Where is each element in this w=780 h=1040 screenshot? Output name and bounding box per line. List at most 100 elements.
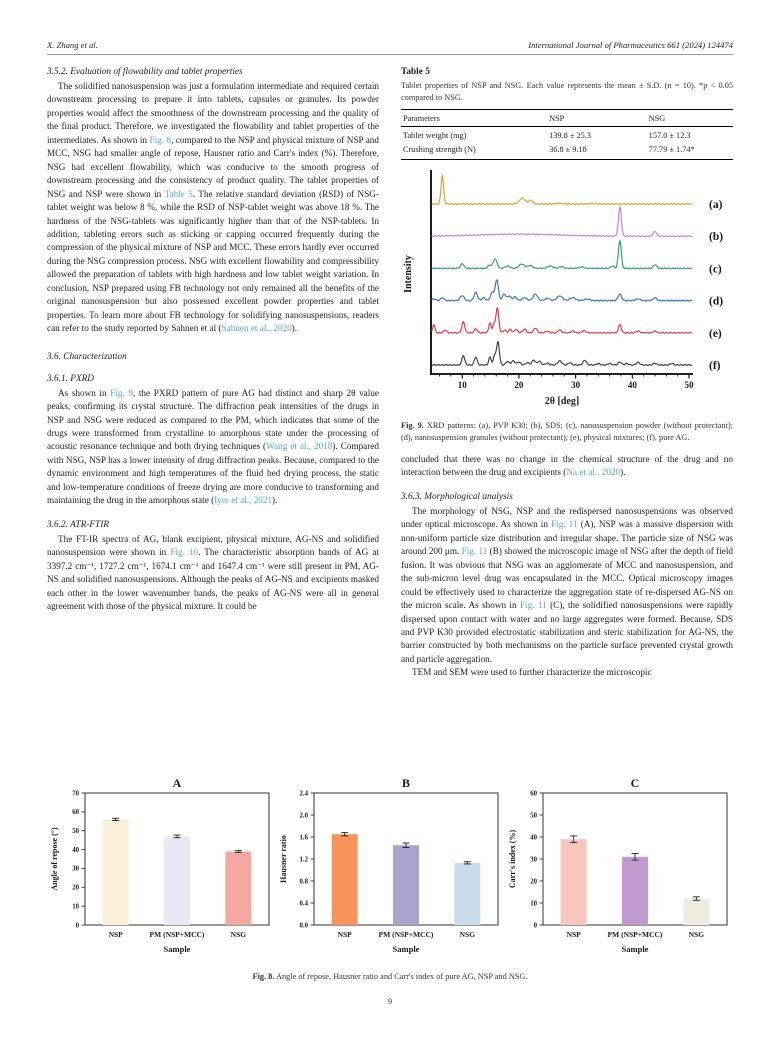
left-column: 3.5.2. Evaluation of flowability and tab… [47,67,379,767]
y-axis-label: Carr's index (%) [508,830,517,889]
section-363-paragraph-2: TEM and SEM were used to further charact… [401,666,733,679]
y-tick-label: 50 [530,812,537,819]
xrd-trace-a [431,174,693,206]
y-tick-label: 2.4 [300,790,309,797]
header-divider [47,54,733,55]
bar-NSG [454,862,481,925]
y-tick-label: 70 [72,790,79,797]
trace-label: (b) [709,231,723,243]
table-row: Tablet weight (mg) 139.8 ± 25.3 157.0 ± … [401,127,733,143]
bar-PM (NSP+MCC) [164,836,190,925]
x-axis-label: Sample [164,944,191,954]
chart-title: B [402,777,410,790]
chart-title: C [631,777,640,790]
chart-title: A [173,777,182,790]
text-segment: , the PXRD pattern of pure AG had distin… [47,387,379,452]
citation-link[interactable]: Fig. 11 [551,519,578,530]
citation-link[interactable]: Fig. 11 [519,600,547,611]
text-segment: Fig. 9. [401,421,424,430]
text-segment: concluded that there was no change in th… [401,454,733,478]
y-tick-label: 0.4 [300,900,309,907]
citation-link[interactable]: Na et al., 2020 [566,467,621,478]
table-cell: Tablet weight (mg) [403,131,467,140]
x-category-label: NSP [109,930,124,939]
right-column: Table 5 Tablet properties of NSP and NSG… [401,67,733,767]
column-header: Parameters [401,109,548,127]
y-axis-label: Angle of repose (°) [50,827,59,891]
citation-link[interactable]: Fig. 10 [170,547,199,558]
section-361-heading: 3.6.1. PXRD [47,373,94,384]
citation-link[interactable]: Iyer et al., 2021 [214,495,273,506]
text-segment: (A), NSP was a massive dispersion with n… [401,519,733,557]
table-row: Crushing strength (N) 36.8 ± 9.18 77.79 … [401,143,733,160]
text-segment: . The relative standard deviation (RSD) … [47,188,379,334]
y-tick-label: 10 [530,900,537,907]
y-tick-label: 1.6 [300,834,309,841]
figure-8-caption: Fig. 8. Angle of repose, Hausner ratio a… [47,971,733,983]
citation-link[interactable]: Fig. 11 [461,546,488,557]
bar-NSP [560,839,587,925]
trace-label: (e) [709,328,722,340]
y-tick-label: 40 [530,834,537,841]
text-segment: Angle of repose, Hausner ratio and Carr'… [274,972,528,981]
citation-link[interactable]: Sahnen et al., 2020 [221,323,292,334]
citation-link[interactable]: Fig. 9 [110,387,133,398]
y-axis-label: Hausner ratio [279,835,288,883]
figure-9-caption: Fig. 9. XRD patterns: (a), PVP K30; (b),… [401,420,733,443]
bar-NSP [331,834,358,925]
y-tick-label: 0 [76,922,80,929]
xrd-pattern-figure: 10 20 30 40 50 2θ [deg] Intensity (a) (b) (c) (d) (… [403,170,723,407]
x-category-label: PM (NSP+MCC) [379,930,434,939]
x-category-label: NSG [231,930,247,939]
text-segment: (C), the solidified nanosuspensions were… [401,600,733,664]
table-5-block: Table 5 Tablet properties of NSP and NSG… [401,67,733,160]
citation-link[interactable]: Wang et al., 2018 [266,441,333,452]
section-352-heading: 3.5.2. Evaluation of flowability and tab… [47,67,243,77]
table-cell: 77.79 ± 1.74* [648,145,695,154]
y-tick-label: 20 [530,878,537,885]
table-cell: Crushing strength (N) [403,145,476,154]
column-header: NSP [547,109,647,127]
section-362-heading: 3.6.2. ATR-FTIR [47,519,109,530]
table-cell: 157.0 ± 12.3 [648,131,691,140]
bar-PM (NSP+MCC) [393,845,419,925]
citation-link[interactable]: Table 5 [164,188,193,199]
table-5: Parameters NSP NSG Tablet weight (mg) 13… [401,109,733,160]
x-axis-label: Sample [622,944,649,954]
hausner-ratio-chart: B 0.0 0.4 0.8 1.2 1.6 2.0 2.4 NSP PM (NSP+MCC) NSG… [279,777,499,954]
y-tick-label: 40 [72,847,79,854]
carrs-index-chart: C 0 10 20 30 40 50 60 NSP PM (NSP+MCC) NSG Sample Ca… [508,777,728,954]
x-category-label: NSP [567,930,582,939]
y-tick-label: 60 [530,790,537,797]
y-tick-label: 30 [72,866,79,873]
page-header: X. Zhang et al. International Journal of… [47,40,733,50]
x-tick-label: 40 [628,380,638,390]
x-axis-label: Sample [393,944,420,954]
citation-link[interactable]: Fig. 8 [149,134,172,145]
continuation-paragraph: concluded that there was no change in th… [401,453,733,480]
text-segment: ). Compared with NSG, NSP has a lower in… [47,441,379,506]
x-tick-label: 50 [685,380,695,390]
x-tick-label: 20 [514,380,524,390]
bar-PM (NSP+MCC) [622,856,648,925]
xrd-trace-e [431,306,693,334]
table-5-title: Table 5 [401,67,430,77]
xrd-trace-d [431,278,693,302]
xrd-trace-c [431,239,693,270]
section-362-paragraph: The FT-IR spectra of AG, blank excipient… [47,533,379,614]
x-category-label: NSG [460,930,476,939]
section-363-heading: 3.6.3. Morphological analysis [401,491,513,502]
figure-8-block: A 0 10 20 30 40 50 60 70 NSP PM (NSP+MCC) NSG Sample… [47,777,733,983]
text-segment: ). [272,495,278,506]
text-segment: , compared to the NSP and physical mixtu… [47,134,379,199]
section-36-heading: 3.6. Characterization [47,351,127,362]
x-tick-label: 30 [571,380,581,390]
table-5-caption: Tablet properties of NSP and NSG. Each v… [401,81,733,102]
figure-8-charts: A 0 10 20 30 40 50 60 70 NSP PM (NSP+MCC) NSG Sample… [47,777,733,969]
text-segment: . The characteristic absorption bands of… [47,547,379,611]
bar-NSG [683,898,710,925]
x-category-label: PM (NSP+MCC) [608,930,663,939]
page-number: 9 [387,996,393,1006]
bar-NSP [102,819,129,925]
